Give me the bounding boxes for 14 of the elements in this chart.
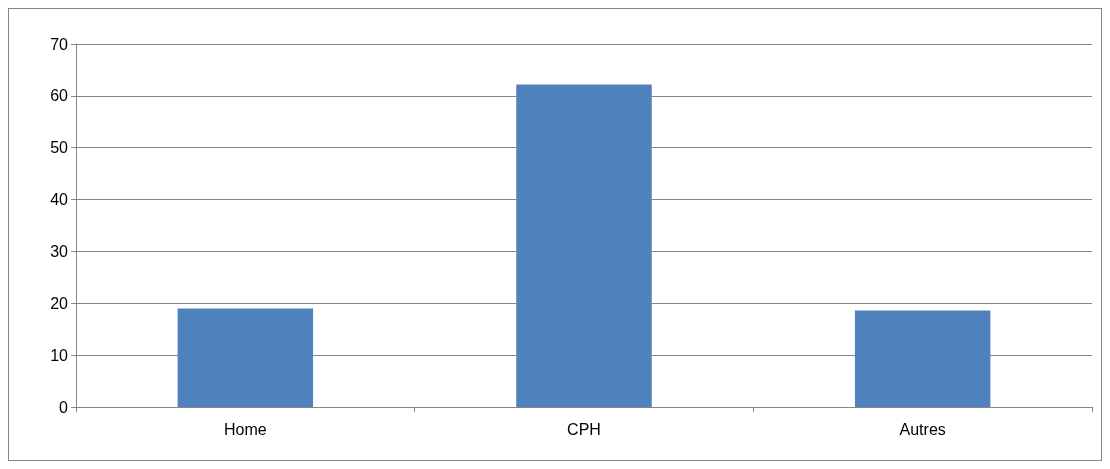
y-tick-label: 50 (50, 139, 69, 157)
x-tick-label: CPH (567, 420, 601, 438)
x-tick-label: Autres (899, 420, 946, 438)
bar (854, 310, 991, 407)
bar (177, 308, 314, 407)
y-tick-label: 0 (59, 398, 69, 416)
y-tick-label: 20 (50, 294, 69, 312)
y-tick-label: 30 (50, 242, 69, 260)
y-tick-label: 40 (50, 191, 69, 209)
y-tick-label: 10 (50, 346, 69, 364)
bar (516, 84, 652, 407)
x-tick-label: Home (223, 420, 267, 438)
y-tick-label: 60 (50, 87, 69, 105)
y-tick-label: 70 (50, 35, 69, 53)
